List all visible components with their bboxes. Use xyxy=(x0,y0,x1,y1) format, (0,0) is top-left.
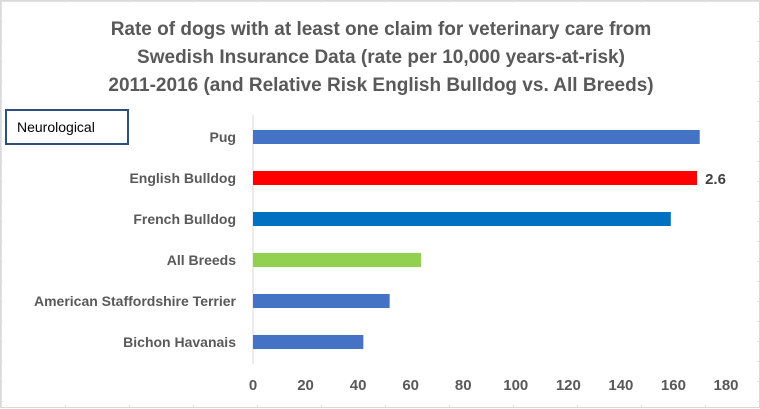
chart-area xyxy=(3,3,757,405)
chart-title-line-2: Swedish Insurance Data (rate per 10,000 … xyxy=(137,47,625,68)
x-tick-label: 160 xyxy=(661,377,686,394)
bar-bichon-havanais xyxy=(253,335,364,349)
y-tick-label: American Staffordshire Terrier xyxy=(34,293,237,309)
y-tick-label: Pug xyxy=(210,129,236,145)
y-tick-label: English Bulldog xyxy=(129,170,236,186)
bar-pug xyxy=(253,130,700,144)
y-tick-label: French Bulldog xyxy=(133,211,236,227)
y-tick-label: All Breeds xyxy=(167,252,236,268)
chart-title-line-1: Rate of dogs with at least one claim for… xyxy=(110,19,652,40)
x-tick-label: 0 xyxy=(249,377,257,394)
data-label: 2.6 xyxy=(705,171,726,188)
x-tick-label: 40 xyxy=(350,377,367,394)
bar-american-staffordshire-terrier xyxy=(253,294,390,308)
y-tick-label: Bichon Havanais xyxy=(123,334,236,350)
chart-title-line-3: 2011-2016 (and Relative Risk English Bul… xyxy=(108,75,654,96)
bar-english-bulldog xyxy=(253,171,698,185)
x-tick-label: 120 xyxy=(556,377,581,394)
x-tick-label: 140 xyxy=(608,377,633,394)
x-tick-label: 100 xyxy=(503,377,528,394)
bar-all-breeds xyxy=(253,253,422,267)
x-tick-label: 180 xyxy=(713,377,738,394)
x-tick-label: 20 xyxy=(297,377,314,394)
bar-french-bulldog xyxy=(253,212,671,226)
category-label-box: Neurological xyxy=(5,109,129,145)
x-tick-label: 80 xyxy=(455,377,472,394)
x-tick-label: 60 xyxy=(402,377,419,394)
